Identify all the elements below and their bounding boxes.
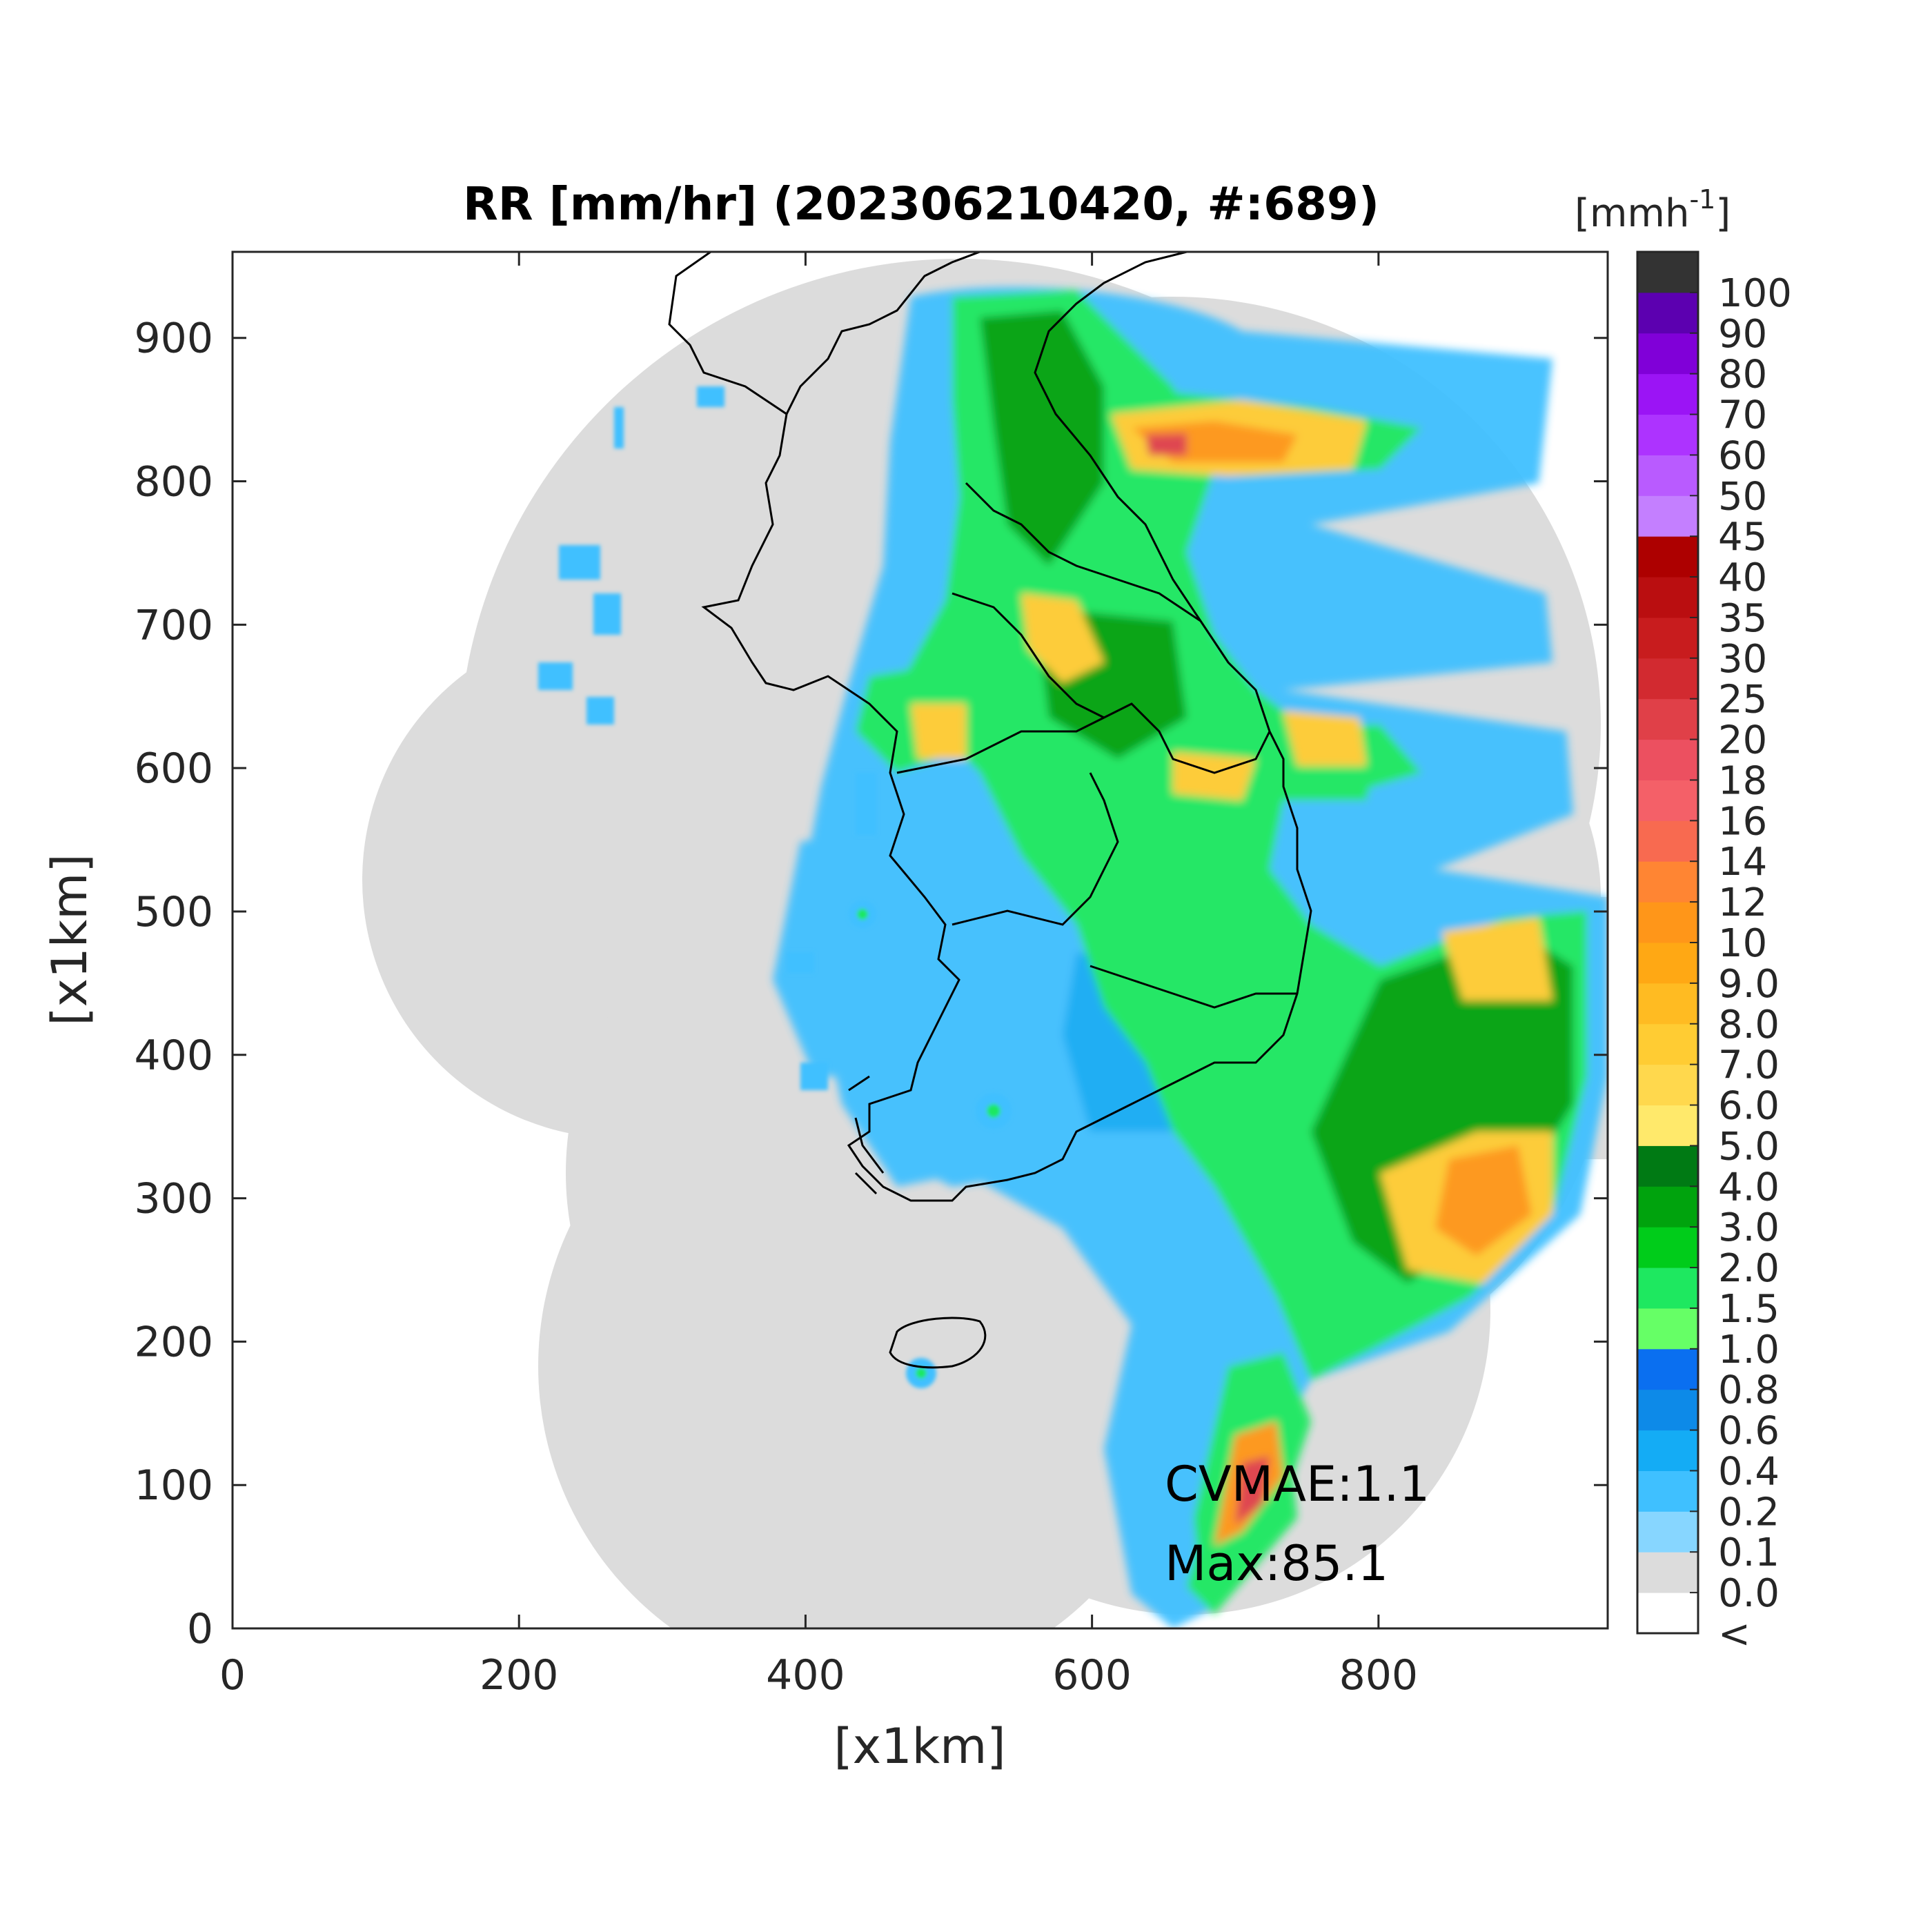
x-tick-label: 400 xyxy=(766,1651,845,1699)
colorbar-swatch xyxy=(1637,617,1698,659)
colorbar-level-label: 12 xyxy=(1718,880,1767,925)
colorbar-level-label: 80 xyxy=(1718,353,1767,397)
colorbar-level-label: 16 xyxy=(1718,799,1767,844)
colorbar-swatch xyxy=(1637,739,1698,780)
colorbar-level-label: 40 xyxy=(1718,555,1767,600)
colorbar-level-label: 3.0 xyxy=(1718,1205,1780,1250)
colorbar-swatch xyxy=(1637,780,1698,821)
colorbar-swatch xyxy=(1637,1511,1698,1552)
colorbar-swatch xyxy=(1637,983,1698,1025)
colorbar-swatch xyxy=(1637,252,1698,293)
colorbar: [mmh-1] <0.00.10.20.40.60.81.01.52.03.04… xyxy=(1575,184,1792,1657)
colorbar-swatch xyxy=(1637,1470,1698,1512)
colorbar-level-label: 5.0 xyxy=(1718,1124,1780,1169)
colorbar-swatch xyxy=(1637,1145,1698,1187)
x-tick-label: 0 xyxy=(219,1651,246,1699)
colorbar-level-label: 6.0 xyxy=(1718,1084,1780,1129)
colorbar-level-label: 0.8 xyxy=(1718,1368,1780,1413)
colorbar-swatch xyxy=(1637,455,1698,496)
y-tick-label: 900 xyxy=(134,315,213,363)
y-tick-label: 0 xyxy=(187,1605,213,1653)
colorbar-swatch xyxy=(1637,943,1698,984)
colorbar-level-label: 1.0 xyxy=(1718,1328,1780,1372)
x-tick-label: 200 xyxy=(480,1651,559,1699)
y-axis-label: [x1km] xyxy=(41,854,98,1025)
coastline xyxy=(668,252,1312,1369)
colorbar-level-label: 4.0 xyxy=(1718,1165,1780,1210)
colorbar-below-label: < xyxy=(1718,1612,1751,1657)
colorbar-level-label: 20 xyxy=(1718,718,1767,763)
colorbar-swatch xyxy=(1637,861,1698,903)
axes-box xyxy=(231,250,1609,1630)
colorbar-level-label: 30 xyxy=(1718,637,1767,682)
colorbar-swatch xyxy=(1637,1105,1698,1146)
colorbar-level-label: 90 xyxy=(1718,312,1767,357)
colorbar-swatch xyxy=(1637,1348,1698,1390)
chart-title: RR [mm/hr] (202306210420, #:689) xyxy=(463,177,1379,230)
y-tick-label: 400 xyxy=(134,1032,213,1080)
colorbar-level-label: 14 xyxy=(1718,840,1767,885)
colorbar-swatch xyxy=(1637,1186,1698,1228)
y-tick-label: 600 xyxy=(134,745,213,793)
colorbar-swatch xyxy=(1637,333,1698,375)
colorbar-level-label: 100 xyxy=(1718,271,1792,316)
y-tick-label: 100 xyxy=(134,1461,213,1510)
x-tick-label: 600 xyxy=(1052,1651,1132,1699)
colorbar-level-label: 18 xyxy=(1718,758,1767,803)
colorbar-swatch xyxy=(1637,658,1698,700)
colorbar-swatch xyxy=(1637,292,1698,334)
colorbar-swatch xyxy=(1637,1064,1698,1106)
colorbar-swatch xyxy=(1637,577,1698,618)
colorbar-level-label: 35 xyxy=(1718,596,1767,641)
colorbar-swatch xyxy=(1637,1308,1698,1350)
colorbar-swatch xyxy=(1637,1593,1698,1634)
colorbar-level-label: 10 xyxy=(1718,921,1767,966)
y-tick-label: 300 xyxy=(134,1175,213,1223)
radar-coverage xyxy=(362,252,1608,1628)
colorbar-swatch xyxy=(1637,1552,1698,1593)
colorbar-level-label: 60 xyxy=(1718,433,1767,478)
colorbar-level-label: 1.5 xyxy=(1718,1287,1780,1332)
colorbar-level-label: 8.0 xyxy=(1718,1003,1780,1047)
colorbar-level-label: 0.2 xyxy=(1718,1490,1780,1535)
cvmae-annotation: CVMAE:1.1 xyxy=(1165,1456,1430,1512)
colorbar-swatch xyxy=(1637,414,1698,455)
colorbar-level-label: 0.4 xyxy=(1718,1449,1780,1494)
colorbar-swatch xyxy=(1637,1268,1698,1309)
y-tick-label: 700 xyxy=(134,601,213,649)
colorbar-swatch xyxy=(1637,820,1698,862)
x-tick-label: 800 xyxy=(1339,1651,1419,1699)
colorbar-level-label: 7.0 xyxy=(1718,1043,1780,1088)
colorbar-level-label: 0.1 xyxy=(1718,1530,1780,1575)
max-annotation: Max:85.1 xyxy=(1165,1535,1388,1592)
y-tick-label: 500 xyxy=(134,888,213,936)
plot-area xyxy=(231,250,1609,1630)
colorbar-labels: <0.00.10.20.40.60.81.01.52.03.04.05.06.0… xyxy=(1690,271,1792,1657)
colorbar-level-label: 0.0 xyxy=(1718,1571,1780,1616)
colorbar-level-label: 2.0 xyxy=(1718,1246,1780,1291)
x-axis-label: [x1km] xyxy=(834,1718,1005,1775)
colorbar-swatch xyxy=(1637,698,1698,740)
colorbar-swatch xyxy=(1637,1430,1698,1471)
colorbar-swatch xyxy=(1637,902,1698,943)
colorbar-level-label: 9.0 xyxy=(1718,962,1780,1007)
colorbar-level-label: 70 xyxy=(1718,393,1767,438)
colorbar-swatches xyxy=(1637,252,1698,1634)
y-tick-label: 200 xyxy=(134,1318,213,1366)
y-axis: 0 100 200 300 400 500 600 700 800 900 xyxy=(134,315,1608,1653)
colorbar-title: [mmh-1] xyxy=(1575,184,1731,236)
y-tick-label: 800 xyxy=(134,458,213,506)
colorbar-swatch xyxy=(1637,536,1698,578)
colorbar-swatch xyxy=(1637,495,1698,537)
colorbar-swatch xyxy=(1637,1389,1698,1431)
colorbar-swatch xyxy=(1637,1023,1698,1065)
colorbar-level-label: 45 xyxy=(1718,515,1767,560)
colorbar-swatch xyxy=(1637,373,1698,415)
colorbar-swatch xyxy=(1637,1227,1698,1268)
x-axis: 0 200 400 600 800 xyxy=(219,252,1418,1699)
colorbar-level-label: 50 xyxy=(1718,474,1767,519)
colorbar-level-label: 25 xyxy=(1718,678,1767,722)
colorbar-level-label: 0.6 xyxy=(1718,1409,1780,1454)
